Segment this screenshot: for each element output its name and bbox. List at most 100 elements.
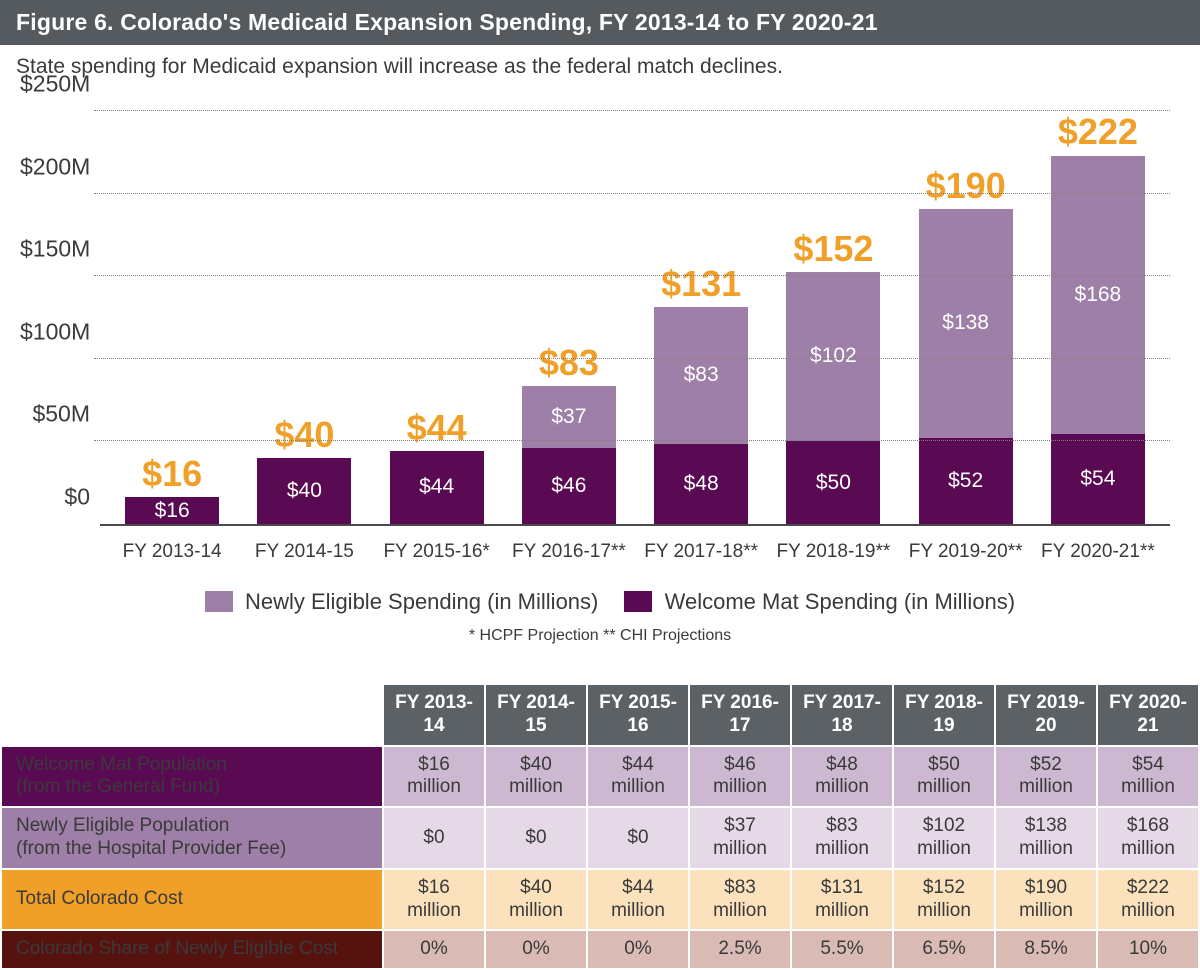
bar-segment-welcome-mat: $40 <box>257 458 351 524</box>
bar-segment-welcome-mat: $44 <box>390 451 484 524</box>
table-column-header: FY 2015-16 <box>588 685 688 745</box>
table-cell: $16million <box>384 870 484 930</box>
bar-segment-newly-eligible: $83 <box>654 307 748 445</box>
bar-segment-welcome-mat: $16 <box>125 497 219 524</box>
y-tick-label: $150M <box>20 236 90 263</box>
legend-label-newly-eligible: Newly Eligible Spending (in Millions) <box>245 589 598 614</box>
table-cell: $152million <box>894 870 994 930</box>
bar-slot: $138$52$190 <box>900 209 1032 524</box>
table-cell: 2.5% <box>690 931 790 968</box>
y-tick-label: $50M <box>20 401 90 428</box>
table-cell: $52million <box>996 747 1096 807</box>
data-table: FY 2013-14FY 2014-15FY 2015-16FY 2016-17… <box>0 683 1200 970</box>
table-cell: $0 <box>486 808 586 868</box>
stacked-bar: $168$54$222 <box>1051 156 1145 525</box>
bar-segment-newly-eligible: $138 <box>919 209 1013 438</box>
x-tick-label: FY 2014-15 <box>238 541 370 563</box>
table-row-header: Total Colorado Cost <box>2 870 382 930</box>
table-cell: $190million <box>996 870 1096 930</box>
table-cell: $40million <box>486 747 586 807</box>
stacked-bar: $83$48$131 <box>654 307 748 524</box>
gridline <box>94 358 1170 359</box>
bar-segment-welcome-mat: $48 <box>654 444 748 524</box>
table-column-header: FY 2018-19 <box>894 685 994 745</box>
table-cell: 5.5% <box>792 931 892 968</box>
table-column-header: FY 2019-20 <box>996 685 1096 745</box>
table-cell: $131million <box>792 870 892 930</box>
gridline <box>94 275 1170 276</box>
table-cell: $168million <box>1098 808 1198 868</box>
table-column-header: FY 2020-21 <box>1098 685 1198 745</box>
table-cell: $40million <box>486 870 586 930</box>
table-cell: 0% <box>486 931 586 968</box>
table-cell: 6.5% <box>894 931 994 968</box>
bar-slot: $83$48$131 <box>635 307 767 524</box>
table-cell: 8.5% <box>996 931 1096 968</box>
table-column-header: FY 2016-17 <box>690 685 790 745</box>
x-tick-label: FY 2013-14 <box>106 541 238 563</box>
table-cell: $48million <box>792 747 892 807</box>
bar-group: $16$16$40$40$44$44$37$46$83$83$48$131$10… <box>100 111 1170 524</box>
gridline <box>94 193 1170 194</box>
stacked-bar: $102$50$152 <box>786 272 880 524</box>
table-column-header: FY 2013-14 <box>384 685 484 745</box>
chart-footnote: * HCPF Projection ** CHI Projections <box>0 627 1200 645</box>
table-cell: $83million <box>792 808 892 868</box>
table-cell: $44million <box>588 747 688 807</box>
bar-slot: $102$50$152 <box>767 272 899 524</box>
y-tick-label: $250M <box>20 71 90 98</box>
bar-segment-welcome-mat: $54 <box>1051 434 1145 524</box>
stacked-bar: $40$40 <box>257 458 351 524</box>
table-row-header: Colorado Share of Newly Eligible Cost <box>2 931 382 968</box>
bar-chart: $16$16$40$40$44$44$37$46$83$83$48$131$10… <box>20 101 1180 581</box>
table-row: Welcome Mat Population(from the General … <box>2 747 1198 807</box>
table-row-header: Welcome Mat Population(from the General … <box>2 747 382 807</box>
table-cell: $46million <box>690 747 790 807</box>
y-tick-label: $200M <box>20 153 90 180</box>
table-cell: 10% <box>1098 931 1198 968</box>
bar-slot: $37$46$83 <box>503 386 635 524</box>
bar-slot: $44$44 <box>371 451 503 524</box>
bar-slot: $40$40 <box>238 458 370 524</box>
bar-slot: $16$16 <box>106 497 238 524</box>
bar-segment-welcome-mat: $50 <box>786 441 880 524</box>
table-cell: 0% <box>384 931 484 968</box>
x-axis-labels: FY 2013-14FY 2014-15FY 2015-16*FY 2016-1… <box>100 541 1170 563</box>
x-tick-label: FY 2016-17** <box>503 541 635 563</box>
table-cell: $102million <box>894 808 994 868</box>
table-column-header: FY 2017-18 <box>792 685 892 745</box>
x-tick-label: FY 2019-20** <box>900 541 1032 563</box>
stacked-bar: $37$46$83 <box>522 386 616 524</box>
y-tick-label: $0 <box>20 484 90 511</box>
table-cell: $16million <box>384 747 484 807</box>
chart-legend: Newly Eligible Spending (in Millions) We… <box>0 589 1200 615</box>
figure-subtitle: State spending for Medicaid expansion wi… <box>0 45 1200 83</box>
bar-segment-welcome-mat: $46 <box>522 448 616 524</box>
bar-segment-welcome-mat: $52 <box>919 438 1013 524</box>
x-tick-label: FY 2018-19** <box>767 541 899 563</box>
bar-segment-newly-eligible: $168 <box>1051 156 1145 435</box>
stacked-bar: $16$16 <box>125 497 219 524</box>
table-cell: $44million <box>588 870 688 930</box>
bar-total-label: $222 <box>998 111 1198 153</box>
x-tick-label: FY 2015-16* <box>371 541 503 563</box>
table-cell: $0 <box>588 808 688 868</box>
table-cell: $37million <box>690 808 790 868</box>
figure-container: Figure 6. Colorado's Medicaid Expansion … <box>0 0 1200 970</box>
table-row: Colorado Share of Newly Eligible Cost0%0… <box>2 931 1198 968</box>
table-cell: $138million <box>996 808 1096 868</box>
table-cell: $222million <box>1098 870 1198 930</box>
legend-swatch-newly-eligible <box>205 591 233 612</box>
bar-segment-newly-eligible: $102 <box>786 272 880 441</box>
figure-title: Figure 6. Colorado's Medicaid Expansion … <box>0 0 1200 45</box>
stacked-bar: $138$52$190 <box>919 209 1013 524</box>
table-cell: $83million <box>690 870 790 930</box>
x-tick-label: FY 2017-18** <box>635 541 767 563</box>
plot-area: $16$16$40$40$44$44$37$46$83$83$48$131$10… <box>100 111 1170 526</box>
table-cell: $50million <box>894 747 994 807</box>
table-row: Total Colorado Cost$16million$40million$… <box>2 870 1198 930</box>
bar-segment-newly-eligible: $37 <box>522 386 616 447</box>
table-column-header: FY 2014-15 <box>486 685 586 745</box>
table-cell: $54million <box>1098 747 1198 807</box>
table-corner <box>2 685 382 745</box>
